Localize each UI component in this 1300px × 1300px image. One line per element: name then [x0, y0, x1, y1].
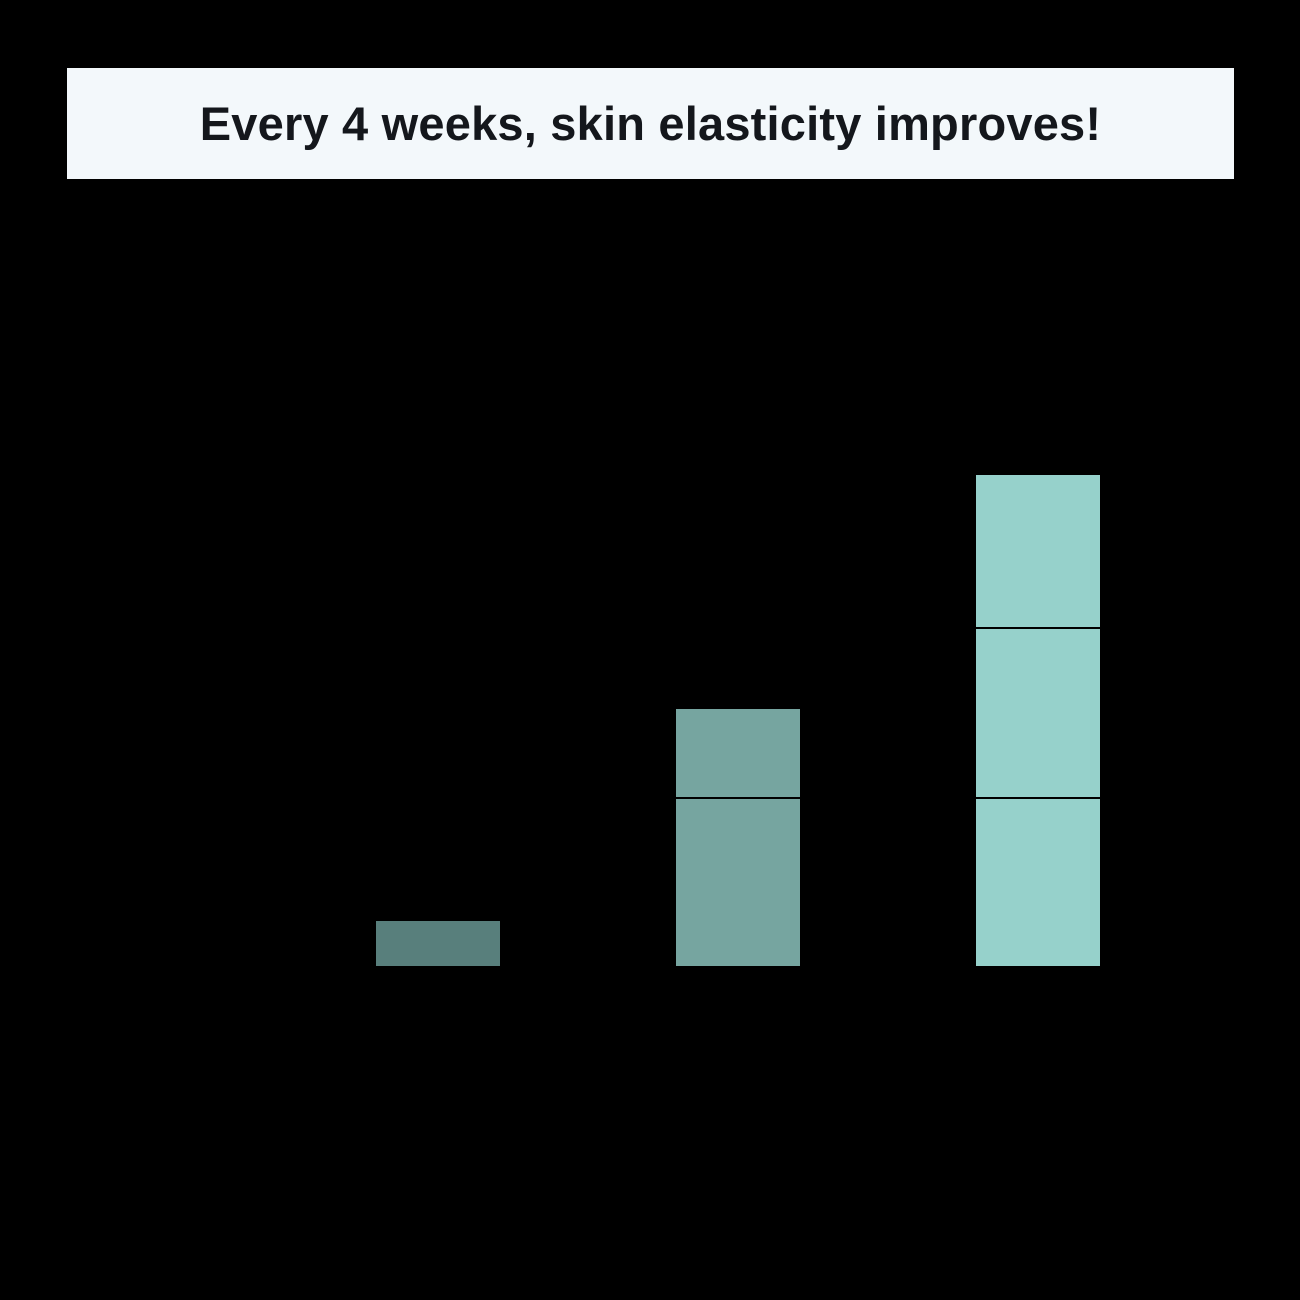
bar-2-segment-2 [676, 797, 800, 966]
headline-banner: Every 4 weeks, skin elasticity improves! [67, 68, 1234, 179]
bar-3-segment-1 [976, 475, 1100, 627]
headline-text: Every 4 weeks, skin elasticity improves! [199, 97, 1102, 150]
bar-1-segment-1 [376, 921, 500, 966]
bar-2 [676, 709, 800, 966]
bar-3-segment-2 [976, 627, 1100, 797]
bar-2-segment-1 [676, 709, 800, 797]
bar-3 [976, 475, 1100, 966]
bar-3-segment-3 [976, 797, 1100, 966]
bar-1 [376, 921, 500, 966]
